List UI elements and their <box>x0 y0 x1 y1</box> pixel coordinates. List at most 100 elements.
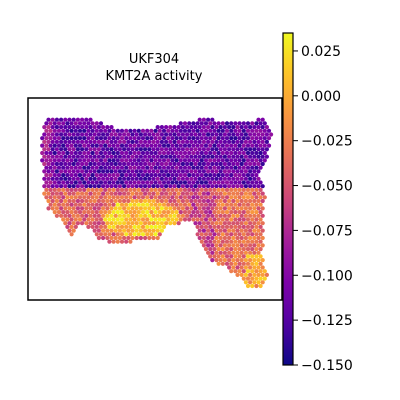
spot <box>134 206 139 211</box>
spot <box>193 154 198 159</box>
spot <box>220 195 225 200</box>
spot <box>71 169 76 174</box>
spot <box>164 184 169 189</box>
spot <box>65 143 70 148</box>
spot <box>262 143 267 148</box>
spot <box>176 191 181 196</box>
spot <box>176 154 181 159</box>
spot <box>195 217 200 222</box>
spot <box>174 180 179 185</box>
spot <box>252 243 257 248</box>
spot <box>176 147 181 152</box>
spot <box>195 121 200 126</box>
spot <box>208 136 213 141</box>
spot <box>178 195 183 200</box>
spot <box>252 258 257 263</box>
spot <box>231 154 236 159</box>
spot <box>235 125 240 130</box>
spot <box>258 217 263 222</box>
spot <box>113 147 118 152</box>
spot <box>243 213 248 218</box>
spot <box>195 158 200 163</box>
spot <box>250 180 255 185</box>
spot <box>77 165 83 170</box>
spot <box>59 132 64 137</box>
spot <box>239 243 244 248</box>
spot <box>65 165 70 170</box>
spot <box>52 180 57 185</box>
spot <box>109 147 114 152</box>
spot <box>252 235 257 241</box>
spot <box>105 125 110 130</box>
spot <box>214 221 219 226</box>
spot <box>180 184 185 189</box>
spot <box>237 187 242 192</box>
spot <box>229 121 234 126</box>
spot <box>245 195 251 200</box>
spot <box>256 272 261 277</box>
spot <box>54 139 60 144</box>
spot <box>233 158 238 163</box>
spot <box>113 198 118 204</box>
spot <box>252 147 257 152</box>
spot <box>117 139 122 144</box>
spot <box>245 261 251 266</box>
spot <box>73 195 78 200</box>
spot <box>56 158 62 163</box>
spot <box>132 128 137 133</box>
spot <box>103 173 108 178</box>
spot <box>193 132 198 137</box>
spot <box>65 217 70 222</box>
spot <box>65 173 70 178</box>
spot <box>233 261 238 266</box>
spot <box>109 213 114 218</box>
spot <box>258 143 263 148</box>
spot <box>174 210 179 215</box>
spot <box>250 276 255 281</box>
spot <box>77 136 83 141</box>
spot <box>61 173 66 178</box>
spot <box>191 136 196 141</box>
spot <box>117 132 122 137</box>
spot <box>138 169 143 174</box>
spot <box>189 139 194 144</box>
spot <box>50 206 55 211</box>
spot <box>229 195 234 200</box>
spot <box>113 176 118 181</box>
spot <box>256 184 261 189</box>
spot <box>149 150 154 156</box>
spot <box>216 150 221 156</box>
spot <box>107 173 112 178</box>
spot <box>197 221 202 226</box>
spot <box>75 132 80 137</box>
spot <box>168 221 173 226</box>
spot <box>149 232 154 237</box>
spot <box>124 173 129 178</box>
spot <box>59 117 64 122</box>
spot <box>80 117 85 122</box>
spot <box>262 136 267 141</box>
spot <box>101 228 106 233</box>
spot <box>159 206 164 211</box>
spot <box>71 139 76 144</box>
spot <box>115 128 120 133</box>
spot <box>92 228 97 233</box>
spot <box>201 243 206 248</box>
spot <box>42 147 47 152</box>
spot <box>61 128 66 133</box>
spot <box>82 202 87 207</box>
spot <box>262 269 267 274</box>
spot <box>252 250 257 255</box>
spot <box>107 158 112 163</box>
spot <box>172 184 177 189</box>
spot <box>138 176 143 181</box>
spot <box>143 147 148 152</box>
spot <box>245 269 251 274</box>
spot <box>103 143 108 148</box>
spot <box>71 198 76 204</box>
spot <box>80 213 85 218</box>
spot <box>138 221 143 226</box>
spot <box>61 143 66 148</box>
spot <box>128 210 133 215</box>
spot <box>214 132 219 137</box>
